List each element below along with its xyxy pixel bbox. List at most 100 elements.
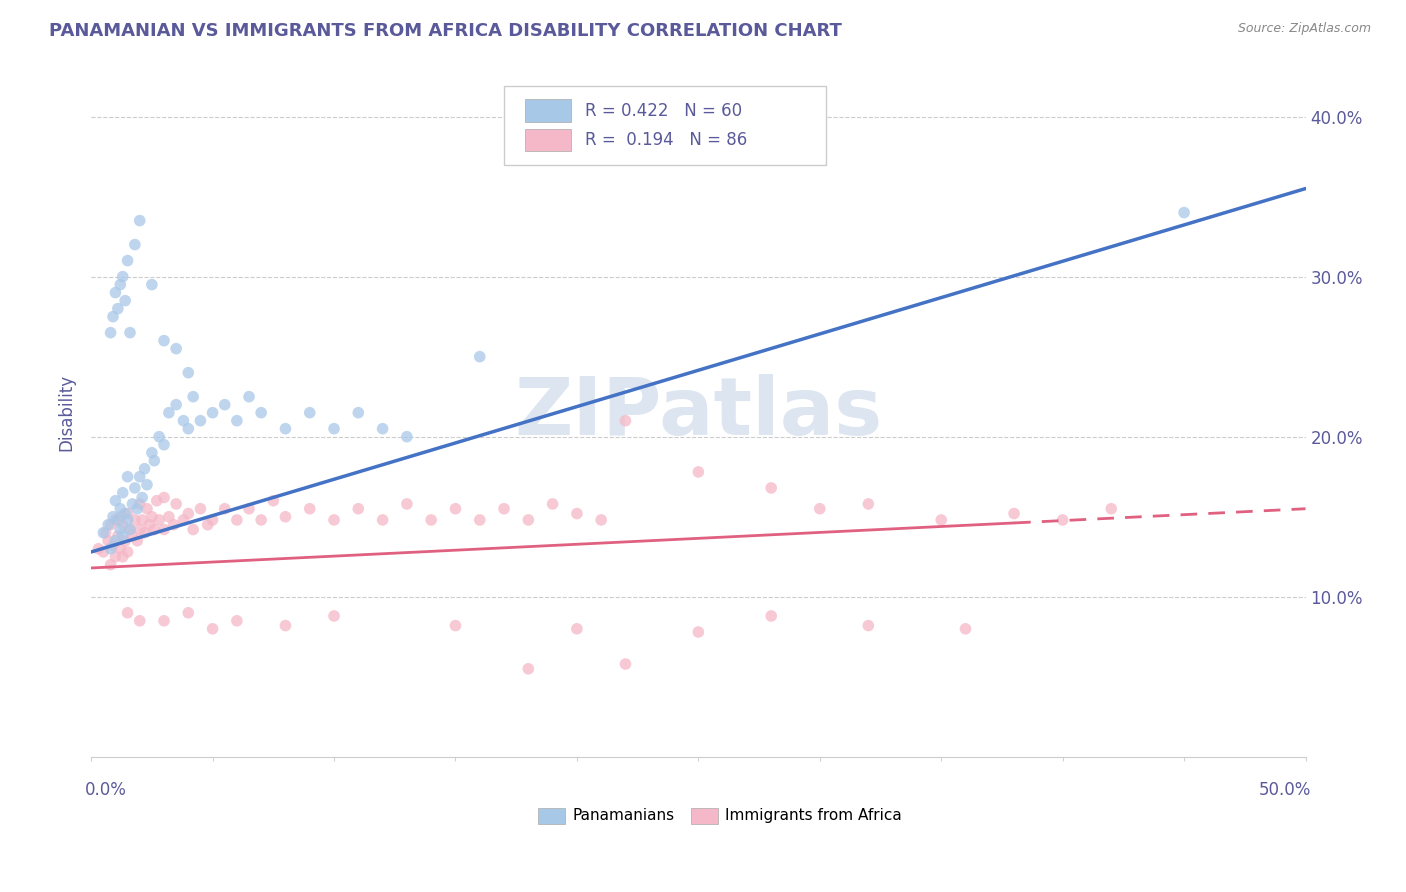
Point bbox=[153, 438, 176, 452]
Point bbox=[100, 558, 122, 572]
Point bbox=[761, 609, 783, 624]
Point bbox=[238, 390, 260, 404]
Point bbox=[262, 493, 284, 508]
Point bbox=[858, 497, 880, 511]
Point bbox=[111, 517, 134, 532]
Point bbox=[136, 501, 159, 516]
Point bbox=[138, 517, 160, 532]
Point bbox=[274, 618, 297, 632]
Point bbox=[128, 213, 150, 227]
Point bbox=[104, 513, 127, 527]
Point bbox=[163, 517, 186, 532]
Point bbox=[468, 350, 491, 364]
Point bbox=[165, 398, 187, 412]
Y-axis label: Disability: Disability bbox=[58, 374, 75, 451]
Point bbox=[128, 469, 150, 483]
Text: 0.0%: 0.0% bbox=[86, 780, 127, 798]
Point bbox=[101, 539, 124, 553]
Point bbox=[100, 517, 122, 532]
Point bbox=[91, 545, 114, 559]
Point bbox=[111, 529, 134, 543]
Point bbox=[274, 422, 297, 436]
Point bbox=[100, 541, 122, 556]
Point bbox=[197, 517, 219, 532]
Point bbox=[517, 662, 540, 676]
Point bbox=[153, 614, 176, 628]
Point bbox=[117, 469, 139, 483]
Point bbox=[114, 507, 136, 521]
Point bbox=[614, 414, 637, 428]
Point bbox=[172, 414, 194, 428]
Point bbox=[517, 513, 540, 527]
Point bbox=[110, 541, 132, 556]
Point bbox=[127, 533, 149, 548]
Point bbox=[101, 310, 124, 324]
Point bbox=[225, 614, 247, 628]
Point bbox=[225, 414, 247, 428]
Point bbox=[131, 491, 153, 505]
Point bbox=[250, 406, 273, 420]
Point bbox=[104, 493, 127, 508]
FancyBboxPatch shape bbox=[503, 86, 825, 165]
Point bbox=[929, 513, 952, 527]
Point bbox=[492, 501, 515, 516]
FancyBboxPatch shape bbox=[538, 808, 565, 823]
Point bbox=[172, 513, 194, 527]
Point bbox=[131, 513, 153, 527]
Point bbox=[177, 606, 200, 620]
Point bbox=[127, 501, 149, 516]
Point bbox=[117, 507, 139, 521]
Text: Source: ZipAtlas.com: Source: ZipAtlas.com bbox=[1237, 22, 1371, 36]
Point bbox=[323, 422, 346, 436]
Point bbox=[298, 406, 321, 420]
Point bbox=[541, 497, 564, 511]
FancyBboxPatch shape bbox=[524, 100, 571, 121]
Point bbox=[101, 509, 124, 524]
Point bbox=[323, 609, 346, 624]
Point bbox=[118, 523, 141, 537]
Point bbox=[141, 509, 163, 524]
Point bbox=[128, 497, 150, 511]
Point bbox=[238, 501, 260, 516]
Point bbox=[420, 513, 443, 527]
Point bbox=[395, 430, 418, 444]
Text: R = 0.422   N = 60: R = 0.422 N = 60 bbox=[585, 102, 742, 120]
Point bbox=[347, 501, 370, 516]
Point bbox=[323, 513, 346, 527]
Point bbox=[153, 334, 176, 348]
Point bbox=[165, 497, 187, 511]
Point bbox=[117, 513, 139, 527]
Point bbox=[91, 525, 114, 540]
Point bbox=[347, 406, 370, 420]
Point bbox=[225, 513, 247, 527]
Point bbox=[134, 461, 156, 475]
Point bbox=[97, 533, 120, 548]
Point bbox=[110, 523, 132, 537]
Point bbox=[111, 485, 134, 500]
Point bbox=[107, 301, 129, 316]
Point bbox=[94, 525, 117, 540]
Point bbox=[157, 406, 180, 420]
Point bbox=[190, 501, 212, 516]
Point bbox=[177, 366, 200, 380]
Point bbox=[87, 541, 110, 556]
Text: Panamanians: Panamanians bbox=[572, 808, 673, 822]
Point bbox=[114, 293, 136, 308]
Point bbox=[111, 269, 134, 284]
Point bbox=[121, 497, 143, 511]
Point bbox=[190, 414, 212, 428]
Point bbox=[808, 501, 831, 516]
Text: R =  0.194   N = 86: R = 0.194 N = 86 bbox=[585, 131, 748, 149]
Point bbox=[688, 465, 710, 479]
Point bbox=[104, 549, 127, 564]
Point bbox=[565, 622, 588, 636]
Point bbox=[1099, 501, 1122, 516]
Point bbox=[157, 509, 180, 524]
Point bbox=[177, 422, 200, 436]
Point bbox=[148, 513, 170, 527]
Point bbox=[110, 277, 132, 292]
Point bbox=[153, 523, 176, 537]
Text: ZIPatlas: ZIPatlas bbox=[515, 374, 883, 451]
Point bbox=[214, 398, 236, 412]
Point bbox=[111, 549, 134, 564]
